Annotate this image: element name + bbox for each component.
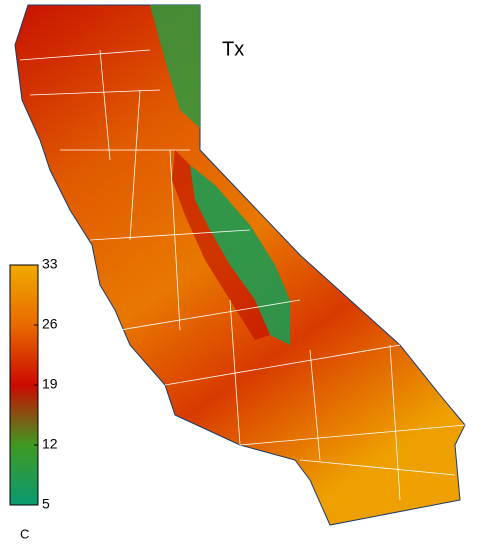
- colorbar-tick-label: 12: [42, 436, 58, 452]
- sierra-red-band: [172, 150, 270, 340]
- map-title: Tx: [222, 38, 244, 60]
- colorbar-tick-label: 33: [42, 256, 58, 272]
- sierra-cool-zone: [190, 165, 290, 345]
- northeast-cool-zone: [150, 5, 200, 128]
- county-lines: [19, 49, 466, 501]
- california-map: [14, 4, 466, 526]
- colorbar-tick-label: 19: [42, 376, 58, 392]
- colorbar-unit: C: [20, 526, 29, 541]
- colorbar: 5 12 19 26 33: [9, 256, 58, 512]
- colorbar-tick-label: 26: [42, 316, 58, 332]
- colorbar-scale: [9, 264, 39, 506]
- colorbar-tick-label: 5: [42, 496, 50, 512]
